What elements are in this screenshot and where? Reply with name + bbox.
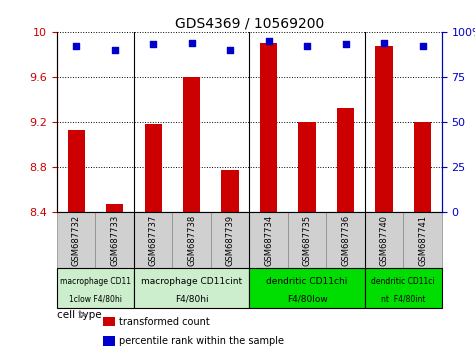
Text: GSM687733: GSM687733 <box>110 215 119 266</box>
Bar <box>365 268 442 308</box>
Text: GSM687732: GSM687732 <box>72 215 81 266</box>
Text: dendritic CD11ci: dendritic CD11ci <box>371 278 435 286</box>
Bar <box>67 130 85 212</box>
Bar <box>134 212 172 268</box>
Title: GDS4369 / 10569200: GDS4369 / 10569200 <box>175 17 324 31</box>
Bar <box>403 212 442 268</box>
Bar <box>172 212 211 268</box>
Bar <box>144 124 162 212</box>
Bar <box>211 212 249 268</box>
Text: dendritic CD11chi: dendritic CD11chi <box>266 278 348 286</box>
Text: transformed count: transformed count <box>119 317 209 327</box>
Text: GSM687737: GSM687737 <box>149 215 158 266</box>
Text: nt  F4/80int: nt F4/80int <box>381 295 426 303</box>
Bar <box>57 268 134 308</box>
Point <box>226 47 234 53</box>
Text: GSM687734: GSM687734 <box>264 215 273 266</box>
Text: 1clow F4/80hi: 1clow F4/80hi <box>69 295 122 303</box>
Bar <box>298 122 316 212</box>
Point <box>265 38 273 44</box>
Text: cell type: cell type <box>57 310 102 320</box>
Bar <box>337 108 354 212</box>
Point <box>419 44 427 49</box>
Text: GSM687741: GSM687741 <box>418 215 427 266</box>
Text: GSM687740: GSM687740 <box>380 215 389 266</box>
Bar <box>326 212 365 268</box>
Bar <box>95 212 134 268</box>
Text: macrophage CD11cint: macrophage CD11cint <box>141 278 242 286</box>
Bar <box>103 336 115 346</box>
Text: GSM687735: GSM687735 <box>303 215 312 266</box>
Bar <box>414 122 431 212</box>
Text: GSM687736: GSM687736 <box>341 215 350 266</box>
Point <box>149 42 157 47</box>
Bar <box>375 46 393 212</box>
Point <box>188 40 196 46</box>
Point <box>72 44 80 49</box>
Text: percentile rank within the sample: percentile rank within the sample <box>119 336 284 347</box>
Bar <box>134 268 249 308</box>
Bar <box>288 212 326 268</box>
Text: GSM687738: GSM687738 <box>187 215 196 266</box>
Bar <box>106 204 124 212</box>
Bar <box>249 212 288 268</box>
Bar <box>183 77 200 212</box>
Point <box>342 42 350 47</box>
Point <box>304 44 311 49</box>
Text: GSM687739: GSM687739 <box>226 215 235 266</box>
Text: macrophage CD11: macrophage CD11 <box>60 278 131 286</box>
Bar <box>57 212 95 268</box>
Bar <box>221 170 239 212</box>
Bar <box>260 43 277 212</box>
Point <box>111 47 119 53</box>
Bar <box>365 212 403 268</box>
Bar <box>103 316 115 326</box>
Text: F4/80low: F4/80low <box>287 295 327 303</box>
Text: F4/80hi: F4/80hi <box>175 295 209 303</box>
Point <box>380 40 388 46</box>
Bar <box>249 268 365 308</box>
